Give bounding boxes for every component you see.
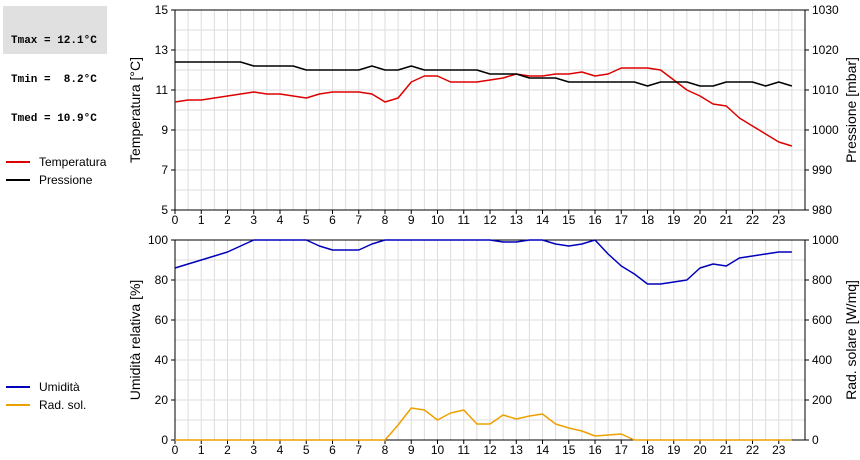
legend-swatch-pressione: [6, 179, 30, 181]
bottom-y-tick-label: 0: [161, 433, 168, 447]
top-x-tick-label: 17: [615, 213, 629, 227]
bottom-x-tick-label: 17: [615, 443, 629, 457]
legend-label-pressione: Pressione: [39, 173, 93, 187]
bottom-y-tick-label: 60: [155, 313, 169, 327]
top-y-tick-label: 7: [161, 163, 168, 177]
top-x-tick-label: 3: [250, 213, 257, 227]
bottom-y2-tick-label: 400: [812, 353, 832, 367]
top-x-tick-label: 0: [172, 213, 179, 227]
top-y-tick-label: 13: [155, 43, 169, 57]
bottom-y2-tick-label: 600: [812, 313, 832, 327]
top-x-tick-label: 6: [329, 213, 336, 227]
bottom-chart-panel: 0 1 2 3 4 5 6 7 8 9 10 11 12 13 14 15 16 17 18 19 20 21 22 2302…: [127, 233, 859, 457]
bottom-x-tick-label: 7: [355, 443, 362, 457]
bottom-x-tick-label: 19: [667, 443, 681, 457]
top-y-tick-label: 9: [161, 123, 168, 137]
bottom-x-tick-label: 22: [746, 443, 760, 457]
bottom-x-tick-label: 23: [772, 443, 786, 457]
bottom-x-tick-label: 15: [562, 443, 576, 457]
bottom-x-tick-label: 9: [408, 443, 415, 457]
bottom-x-tick-label: 21: [720, 443, 734, 457]
bottom-x-tick-label: 12: [483, 443, 497, 457]
bottom-x-tick-label: 4: [277, 443, 284, 457]
bottom-x-tick-label: 18: [641, 443, 655, 457]
bottom-x-tick-label: 11: [458, 443, 471, 457]
top-x-tick-label: 2: [224, 213, 231, 227]
bottom-y-tick-label: 80: [155, 273, 169, 287]
top-series-line-pressione: [175, 61, 793, 87]
top-x-tick-label: 20: [693, 213, 707, 227]
top-x-tick-label: 4: [277, 213, 284, 227]
top-x-tick-label: 8: [382, 213, 389, 227]
top-y2-tick-label: 980: [812, 203, 832, 217]
top-x-tick-label: 7: [355, 213, 362, 227]
bottom-x-tick-label: 13: [510, 443, 524, 457]
legend-label-radsol: Rad. sol.: [39, 398, 87, 412]
bottom-y-tick-label: 100: [148, 233, 168, 247]
bottom-x-tick-label: 0: [172, 443, 179, 457]
top-series-line-temperatura: [174, 67, 793, 147]
bottom-x-tick-label: 8: [382, 443, 389, 457]
top-x-tick-label: 11: [458, 213, 471, 227]
legend-swatch-radsol: [6, 404, 30, 406]
top-y2-tick-label: 1030: [812, 3, 839, 17]
stats-tmax: Tmax = 12.1°C: [11, 35, 97, 47]
top-x-tick-label: 16: [588, 213, 602, 227]
bottom-x-tick-label: 6: [329, 443, 336, 457]
stats-tmin: Tmin = 8.2°C: [11, 74, 97, 86]
top-x-tick-label: 12: [483, 213, 497, 227]
top-x-tick-label: 18: [641, 213, 655, 227]
top-x-tick-label: 23: [772, 213, 786, 227]
top-x-tick-label: 1: [198, 213, 205, 227]
top-x-tick-label: 22: [746, 213, 760, 227]
top-y-tick-label: 15: [155, 3, 169, 17]
bottom-y2-tick-label: 800: [812, 273, 832, 287]
top-y-tick-label: 5: [161, 203, 168, 217]
bottom-y2-tick-label: 200: [812, 393, 832, 407]
bottom-series-line-umidit: [174, 239, 792, 285]
legend-label-temperatura: Temperatura: [39, 155, 107, 169]
top-y2-tick-label: 1020: [812, 43, 839, 57]
bottom-y2-axis-title: Rad. solare [W/mq]: [843, 280, 859, 400]
bottom-y-tick-label: 20: [155, 393, 169, 407]
bottom-y2-tick-label: 1000: [812, 233, 839, 247]
top-x-tick-label: 9: [408, 213, 415, 227]
top-chart-panel: 0 1 2 3 4 5 6 7 8 9 10 11 12 13 14 15 16 17 18 19 20 21 22 2357…: [127, 3, 859, 227]
top-x-tick-label: 21: [720, 213, 734, 227]
bottom-series-line-rad-sol: [175, 407, 792, 441]
bottom-x-tick-label: 10: [431, 443, 445, 457]
top-x-tick-label: 5: [303, 213, 310, 227]
bottom-x-tick-label: 20: [693, 443, 707, 457]
top-x-tick-label: 13: [510, 213, 524, 227]
bottom-x-tick-label: 14: [536, 443, 550, 457]
legend-swatch-temperatura: [6, 161, 30, 163]
top-y-tick-label: 11: [156, 83, 169, 97]
top-y-axis-title: Temperatura [°C]: [127, 57, 143, 163]
bottom-x-tick-label: 2: [224, 443, 231, 457]
bottom-x-tick-label: 5: [303, 443, 310, 457]
legend-swatch-umidita: [6, 386, 30, 388]
bottom-y-tick-label: 40: [155, 353, 169, 367]
bottom-x-tick-label: 1: [198, 443, 205, 457]
top-y2-tick-label: 990: [812, 163, 832, 177]
bottom-x-tick-label: 3: [250, 443, 257, 457]
top-y2-axis-title: Pressione [mbar]: [843, 57, 859, 163]
top-x-tick-label: 15: [562, 213, 576, 227]
stats-box: Tmax = 12.1°C Tmin = 8.2°C Tmed = 10.9°C: [3, 6, 107, 125]
top-x-tick-label: 10: [431, 213, 445, 227]
stats-tmed: Tmed = 10.9°C: [11, 113, 97, 125]
top-x-tick-label: 14: [536, 213, 550, 227]
bottom-y2-tick-label: 0: [812, 433, 819, 447]
top-x-tick-label: 19: [667, 213, 681, 227]
top-y2-tick-label: 1000: [812, 123, 839, 137]
legend-label-umidita: Umidità: [39, 380, 80, 394]
bottom-y-axis-title: Umidità relativa [%]: [127, 280, 143, 401]
bottom-x-tick-label: 16: [588, 443, 602, 457]
top-y2-tick-label: 1010: [812, 83, 839, 97]
